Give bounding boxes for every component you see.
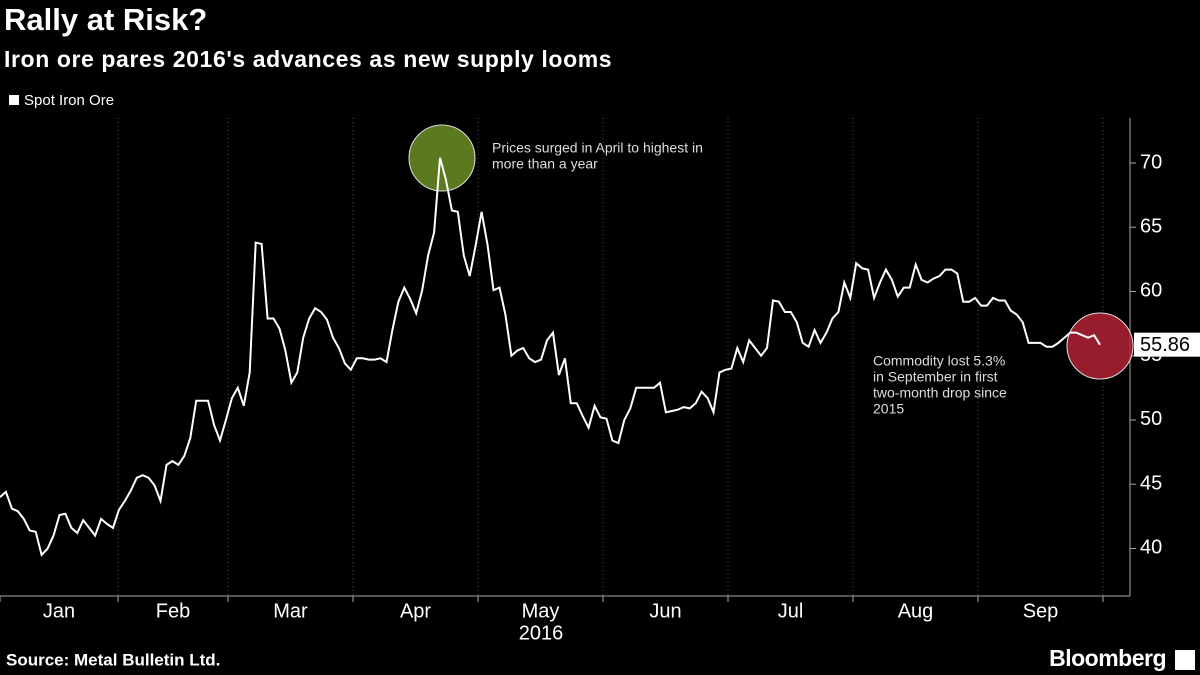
legend-label: Spot Iron Ore: [24, 92, 114, 109]
y-tick-label: 70: [1140, 151, 1162, 173]
legend-swatch: [9, 95, 19, 105]
x-axis-label: 2016: [519, 622, 564, 644]
annotation-text: two-month drop since: [873, 385, 1007, 401]
y-tick-label: 45: [1140, 472, 1162, 494]
last-value-box: [1134, 332, 1200, 357]
annotation-text: Prices surged in April to highest in: [492, 140, 703, 156]
y-tick-label: 40: [1140, 537, 1162, 559]
x-tick-label: Jun: [649, 600, 681, 622]
source: Source: Metal Bulletin Ltd.: [6, 650, 220, 669]
x-tick-label: Apr: [400, 600, 431, 622]
x-tick-label: Feb: [156, 600, 190, 622]
annotation-text: 2015: [873, 401, 904, 417]
annotation-text: more than a year: [492, 156, 598, 172]
y-tick-label: 50: [1140, 408, 1162, 430]
x-tick-label: Aug: [898, 600, 934, 622]
annotation-text: Commodity lost 5.3%: [873, 353, 1005, 369]
x-tick-label: May: [522, 600, 560, 622]
last-value-label: 55.86: [1140, 334, 1190, 356]
y-tick-label: 65: [1140, 216, 1162, 238]
annotation-circle: [408, 124, 476, 192]
annotation-text: in September in first: [873, 369, 998, 385]
brand: Bloomberg: [1049, 645, 1166, 671]
x-tick-label: Jan: [43, 600, 75, 622]
y-tick-label: 60: [1140, 280, 1162, 302]
x-tick-label: Mar: [273, 600, 308, 622]
x-tick-label: Sep: [1023, 600, 1059, 622]
chart-title: Rally at Risk?: [4, 2, 207, 37]
line: [0, 157, 1101, 557]
x-tick-label: Jul: [778, 600, 804, 622]
chart-subtitle: Iron ore pares 2016's advances as new su…: [4, 46, 612, 72]
brand-icon: [1175, 650, 1195, 670]
annotation-circle: [1066, 312, 1134, 380]
